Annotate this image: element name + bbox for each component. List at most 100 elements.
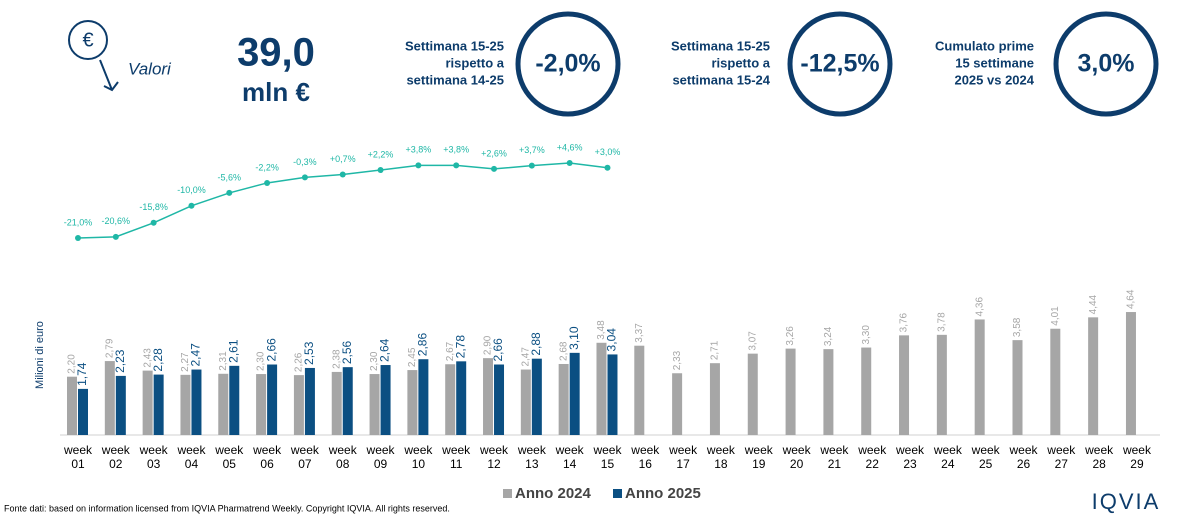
x-tick-label: week 11 xyxy=(442,443,471,471)
data-label: 2,90 xyxy=(483,335,494,355)
growth-label: +2,2% xyxy=(368,149,394,159)
growth-point xyxy=(226,189,233,196)
x-tick-label: week 15 xyxy=(593,443,622,471)
data-label: 2,33 xyxy=(672,350,683,370)
kpi-label: 15 settimane xyxy=(955,55,1034,70)
bar xyxy=(445,364,456,435)
kpi-circle xyxy=(1053,11,1159,117)
bar xyxy=(104,361,115,435)
data-label: 3,30 xyxy=(861,325,872,345)
bar xyxy=(596,342,607,435)
growth-label: -0,3% xyxy=(293,157,317,167)
data-label: 2,23 xyxy=(113,349,127,373)
data-label: 3,24 xyxy=(823,326,834,346)
bar xyxy=(456,361,467,435)
data-label: 2,79 xyxy=(104,338,115,358)
icon-circle xyxy=(68,20,108,60)
data-label: 2,26 xyxy=(294,352,305,372)
x-tick-label: week 06 xyxy=(253,443,282,471)
data-label: 2,66 xyxy=(491,338,505,362)
bar xyxy=(180,374,191,435)
growth-label: +0,7% xyxy=(330,154,356,164)
header-label: Valori xyxy=(128,59,172,78)
data-label: 2,31 xyxy=(218,351,229,371)
logo: IQVIA xyxy=(1092,489,1161,514)
growth-point xyxy=(491,165,498,172)
data-label: 4,36 xyxy=(974,297,985,317)
x-tick-label: week 20 xyxy=(782,443,811,471)
growth-label: +3,7% xyxy=(519,145,545,155)
total-value: 39,0 xyxy=(237,31,315,75)
growth-point xyxy=(264,179,271,186)
bar xyxy=(785,348,796,435)
bar xyxy=(1012,340,1023,435)
bar xyxy=(229,365,240,435)
icon-text: € xyxy=(82,29,93,51)
bar xyxy=(1125,312,1136,435)
bar xyxy=(709,363,720,435)
data-label: 3,37 xyxy=(634,323,645,343)
data-label: 2,66 xyxy=(264,338,278,362)
data-label: 3,04 xyxy=(605,328,619,352)
icon-arrow xyxy=(99,59,119,92)
bar xyxy=(520,369,531,435)
bar xyxy=(1088,317,1099,435)
kpi-circle xyxy=(515,11,621,117)
x-tick-label: week 17 xyxy=(669,443,698,471)
bar xyxy=(67,376,77,435)
bar xyxy=(823,349,834,435)
y-axis-label: Milioni di euro xyxy=(34,321,46,389)
x-tick-label: week 18 xyxy=(706,443,735,471)
data-label: 2,30 xyxy=(369,351,380,371)
growth-label: +3,8% xyxy=(405,145,431,155)
growth-label: +4,6% xyxy=(557,142,583,152)
x-tick-label: week 08 xyxy=(328,443,357,471)
x-tick-label: week 22 xyxy=(858,443,887,471)
x-tick-label: week 19 xyxy=(744,443,773,471)
data-label: 2,47 xyxy=(189,343,203,367)
x-tick-label: week 26 xyxy=(1009,443,1038,471)
bar xyxy=(142,370,153,435)
data-label: 2,64 xyxy=(378,338,392,362)
data-label: 4,64 xyxy=(1126,289,1137,309)
bar xyxy=(418,359,429,435)
kpi-label: settimana 14-25 xyxy=(406,72,504,87)
total-unit: mln € xyxy=(242,77,310,107)
bar xyxy=(380,365,391,435)
growth-point xyxy=(377,167,384,174)
growth-point xyxy=(566,160,573,167)
growth-label: -15,8% xyxy=(139,202,168,212)
kpi-value: -12,5% xyxy=(800,50,879,78)
kpi-label: Settimana 15-25 xyxy=(405,38,504,53)
kpi-circle xyxy=(787,11,893,117)
growth-point xyxy=(339,171,346,178)
kpi-label: rispetto a xyxy=(711,55,770,70)
growth-point xyxy=(112,233,119,240)
data-label: 2,86 xyxy=(416,333,430,357)
bar xyxy=(407,370,418,435)
growth-label: -10,0% xyxy=(177,185,206,195)
x-tick-label: week 02 xyxy=(101,443,130,471)
kpi-label: 2025 vs 2024 xyxy=(954,72,1034,87)
x-tick-label: week 13 xyxy=(517,443,546,471)
bar xyxy=(78,388,88,435)
data-label: 2,61 xyxy=(226,339,240,363)
x-tick-label: week 24 xyxy=(933,443,962,471)
kpi-value: -2,0% xyxy=(535,50,600,78)
bar xyxy=(304,367,315,435)
growth-point xyxy=(528,162,535,169)
bar xyxy=(342,367,353,435)
growth-point xyxy=(604,164,611,171)
data-label: 2,67 xyxy=(445,341,456,361)
data-label: 2,88 xyxy=(529,332,543,356)
bar xyxy=(191,369,202,435)
x-tick-label: week 12 xyxy=(480,443,509,471)
x-tick-label: week 27 xyxy=(1047,443,1076,471)
bar xyxy=(936,334,947,435)
growth-point xyxy=(453,162,460,169)
bar xyxy=(267,364,278,435)
legend-label: Anno 2024 xyxy=(515,485,592,502)
data-label: 3,76 xyxy=(899,312,910,332)
